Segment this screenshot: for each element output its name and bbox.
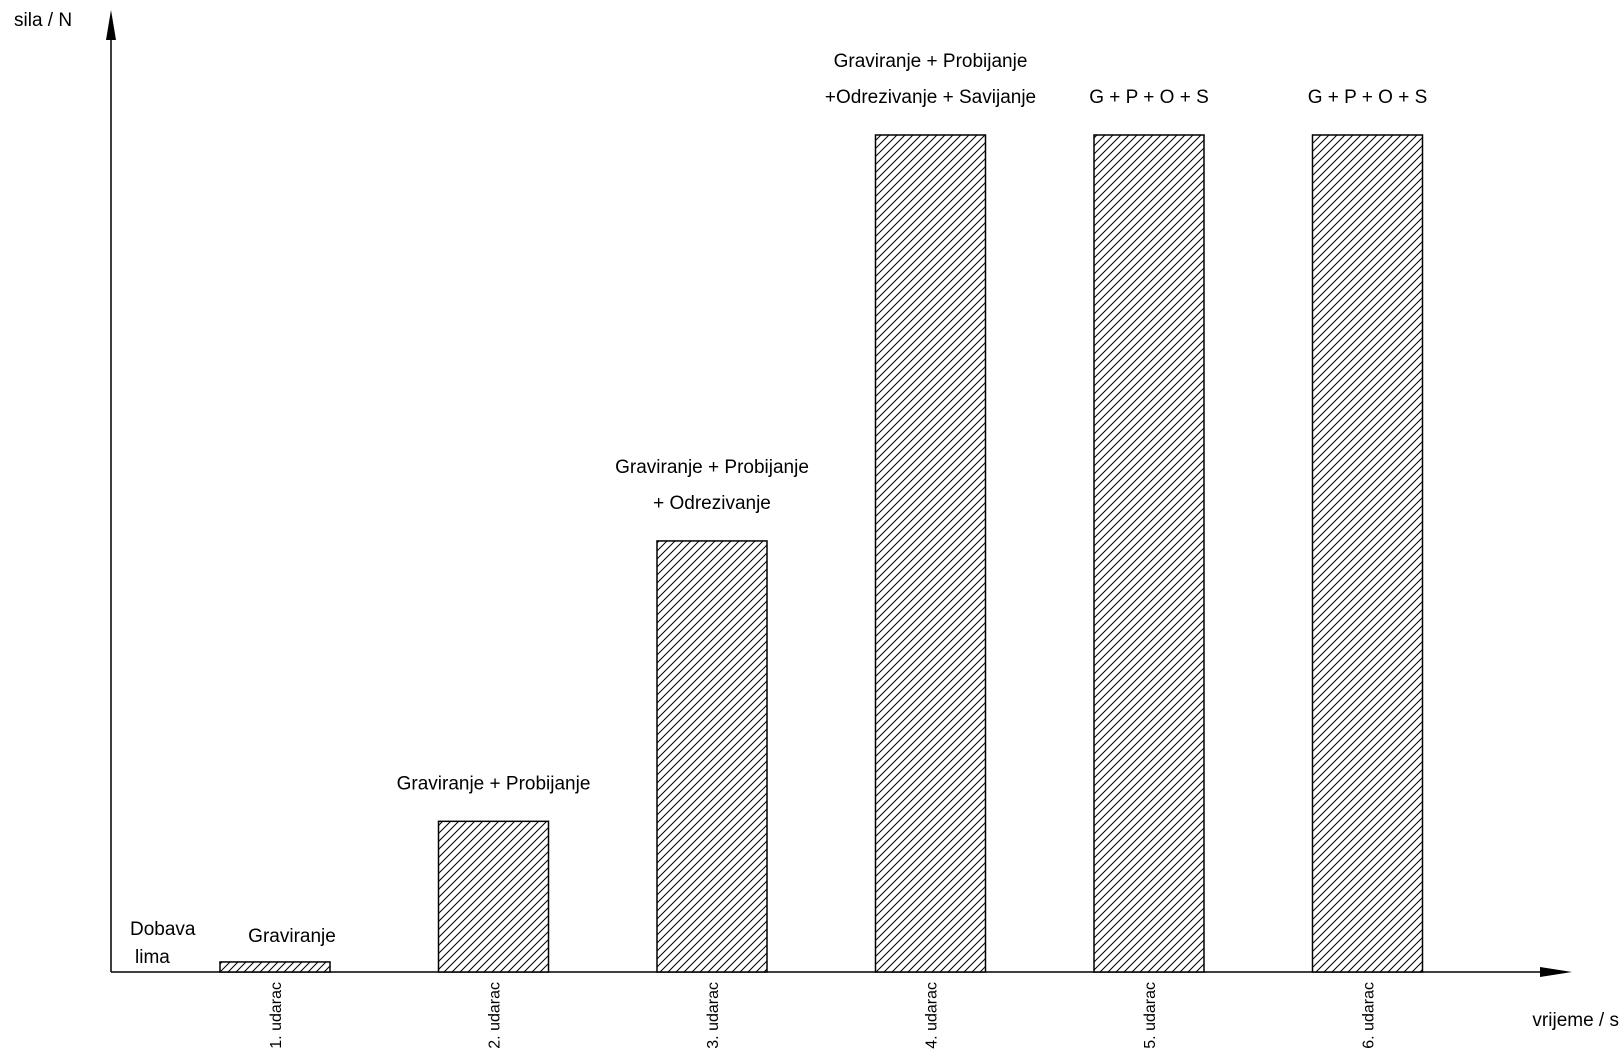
- x-tick-label-1: 1. udarac: [268, 982, 285, 1049]
- y-axis-arrow: [106, 10, 116, 40]
- bar-5-annotation-line-1: G + P + O + S: [1089, 87, 1209, 108]
- bar-2-annotation-line-1: Graviranje + Probijanje: [397, 773, 591, 794]
- bar-4-annotation-line-2: +Odrezivanje + Savijanje: [825, 87, 1036, 108]
- bar-6-annotation-line-1: G + P + O + S: [1308, 87, 1428, 108]
- x-axis-arrow: [1540, 967, 1572, 977]
- start-note-line-1: Dobava: [130, 919, 196, 940]
- x-tick-labels: 1. udarac 2. udarac 3. udarac 4. udarac 5. u…: [268, 982, 1378, 1049]
- bar-2: [437, 820, 550, 973]
- y-axis-title: sila / N: [14, 10, 72, 31]
- bar-3: [656, 540, 768, 973]
- bar-1: [219, 961, 331, 973]
- start-note: Dobava lima: [130, 919, 196, 968]
- y-axis: [106, 10, 116, 972]
- bar-3-annotation-line-2: + Odrezivanje: [653, 493, 771, 514]
- x-tick-label-5: 5. udarac: [1142, 982, 1159, 1049]
- bar-annotations: Graviranje Graviranje + Probijanje Gravira…: [248, 51, 1427, 947]
- bar-1-annotation-line-1: Graviranje: [248, 926, 336, 947]
- bar-3-annotation-line-1: Graviranje + Probijanje: [615, 457, 809, 478]
- bar-4: [874, 134, 987, 973]
- x-tick-label-4: 4. udarac: [924, 982, 941, 1049]
- x-tick-label-3: 3. udarac: [705, 982, 722, 1049]
- bar-5: [1093, 134, 1205, 973]
- bar-4-annotation-line-1: Graviranje + Probijanje: [834, 51, 1028, 72]
- start-note-line-2: lima: [135, 947, 170, 968]
- x-tick-label-6: 6. udarac: [1361, 982, 1378, 1049]
- x-tick-label-2: 2. udarac: [487, 982, 504, 1049]
- bars: [219, 134, 1424, 973]
- x-axis-title: vrijeme / s: [1532, 1010, 1619, 1031]
- bar-6: [1311, 134, 1424, 973]
- x-axis: [111, 967, 1572, 977]
